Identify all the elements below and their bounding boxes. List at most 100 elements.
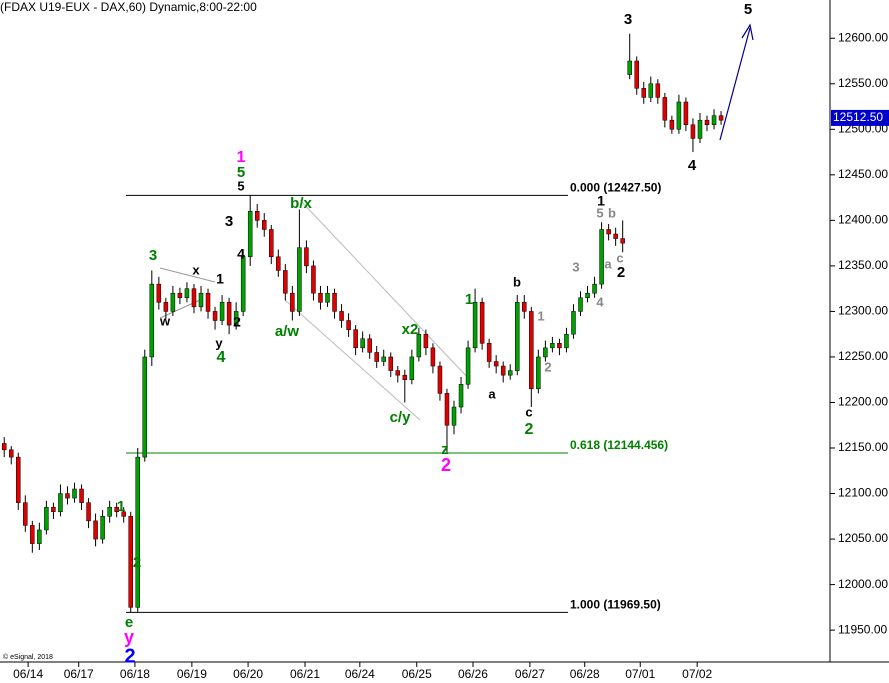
x-tick-label: 06/20 — [233, 667, 263, 681]
x-tick-label: 06/24 — [345, 667, 375, 681]
candle-body — [683, 101, 689, 126]
wave-label: 2 — [441, 455, 451, 475]
wave-label: a — [604, 256, 612, 271]
candle-body — [177, 292, 183, 299]
candle-body — [388, 356, 394, 371]
candle-body — [613, 233, 618, 239]
wave-label: 4 — [688, 157, 697, 174]
candle-body — [550, 343, 555, 349]
candle-body — [156, 283, 162, 303]
candle-body — [529, 311, 534, 390]
candle-body — [325, 292, 330, 303]
candle-body — [23, 502, 28, 526]
candle-body — [170, 292, 176, 312]
candle-body — [515, 302, 520, 371]
candle-body — [718, 115, 724, 121]
projection-arrow — [719, 27, 751, 141]
candle-body — [254, 211, 260, 221]
wave-label: 4 — [217, 349, 226, 366]
candle-body — [149, 283, 155, 358]
wave-label: y — [124, 627, 134, 647]
y-tick-label: 12250.00 — [838, 349, 888, 363]
candle-body — [240, 256, 246, 312]
candle-body — [346, 320, 351, 330]
candle-body — [332, 292, 337, 312]
candle-body — [451, 406, 457, 426]
candle-body — [416, 333, 422, 358]
candle-body — [65, 493, 70, 499]
candle-body — [479, 302, 485, 344]
candle-body — [465, 347, 471, 385]
wave-label: 1 — [597, 193, 605, 209]
last-price-label: 12512.50 — [833, 110, 883, 124]
candle-body — [79, 488, 84, 503]
candle-body — [711, 115, 717, 126]
wave-label: w — [159, 313, 171, 328]
candle-body — [409, 356, 415, 380]
candle-body — [283, 270, 288, 294]
candle-body — [395, 370, 401, 376]
candle-body — [402, 374, 408, 380]
arrow-head — [741, 23, 754, 41]
candle-body — [648, 83, 654, 98]
candle-body — [30, 525, 35, 544]
y-tick-label: 12600.00 — [838, 30, 888, 44]
candle-body — [507, 370, 513, 376]
candle-body — [51, 506, 56, 513]
candle-body — [262, 220, 267, 230]
candle-body — [205, 292, 211, 312]
y-tick-label: 12050.00 — [838, 531, 888, 545]
x-tick-label: 06/28 — [570, 667, 600, 681]
x-tick-label: 06/14 — [13, 667, 43, 681]
wave-label: x — [192, 262, 200, 277]
y-tick-label: 12300.00 — [838, 304, 888, 318]
candle-body — [690, 124, 696, 139]
chart-title: (FDAX U19-EUX - DAX,60) Dynamic,8:00-22:… — [0, 0, 257, 14]
candle-body — [458, 384, 464, 408]
candle-body — [493, 361, 499, 367]
candle-body — [627, 60, 632, 75]
candle-body — [592, 283, 597, 294]
candle-body — [226, 302, 232, 326]
candle-body — [339, 311, 344, 321]
channel-line — [284, 299, 421, 421]
x-tick-label: 06/17 — [64, 667, 94, 681]
candle-body — [269, 229, 274, 258]
candle-body — [557, 343, 562, 349]
wave-label: 3 — [572, 259, 579, 274]
candle-body — [191, 288, 197, 308]
x-tick-label: 06/18 — [120, 667, 150, 681]
wave-label: 5 — [237, 164, 245, 181]
candle-body — [543, 347, 548, 358]
candle-body — [86, 502, 91, 522]
candle-body — [381, 356, 386, 362]
y-tick-label: 12100.00 — [838, 486, 888, 500]
candle-body — [374, 352, 379, 362]
candle-body — [571, 311, 576, 335]
candle-body — [1, 443, 7, 451]
candle-body — [114, 506, 119, 513]
candle-body — [290, 292, 295, 312]
y-tick-label: 12150.00 — [838, 440, 888, 454]
candle-body — [142, 356, 148, 458]
candle-body — [704, 119, 710, 126]
y-tick-label: 11950.00 — [838, 622, 887, 636]
wave-label: 2 — [525, 421, 534, 438]
wave-label: 1 — [537, 308, 544, 323]
candle-body — [536, 356, 541, 390]
wave-label: 2 — [133, 554, 141, 571]
wave-label: 1 — [117, 498, 125, 515]
wave-label: 2 — [617, 264, 625, 281]
candle-body — [564, 333, 569, 349]
candle-body — [107, 506, 112, 517]
candle-body — [297, 247, 302, 312]
wave-label: a — [488, 386, 496, 401]
fib-label: 1.000 (11969.50) — [570, 598, 661, 612]
wave-label: e — [125, 614, 133, 631]
candle-body — [620, 238, 625, 244]
candle-body — [311, 265, 316, 294]
wave-label: 2 — [233, 314, 241, 330]
candle-body — [198, 292, 204, 308]
candle-body — [100, 516, 105, 540]
fib-label: 0.618 (12144.456) — [570, 438, 668, 452]
